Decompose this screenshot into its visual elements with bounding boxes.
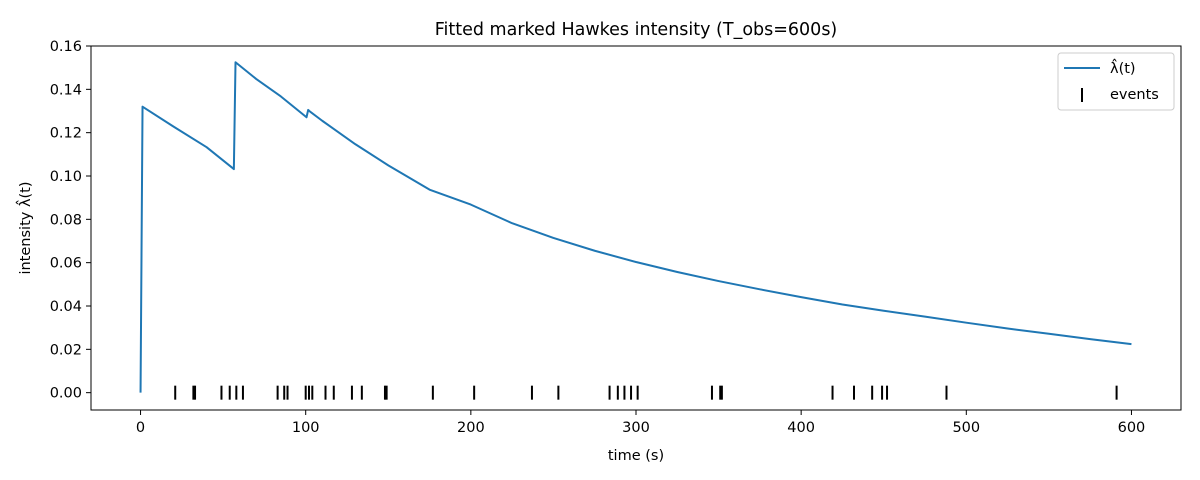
y-axis: 0.00 0.02 0.04 0.06 0.08 0.10 0.12 0.14 0.16: [50, 39, 91, 402]
x-tick-label: 100: [292, 420, 320, 436]
y-tick-label: 0.06: [50, 256, 82, 272]
x-axis-title: time (s): [608, 448, 664, 464]
y-tick-label: 0.12: [50, 126, 82, 142]
x-tick-label: 300: [622, 420, 650, 436]
y-tick-label: 0.14: [50, 82, 82, 98]
legend-label-events: events: [1110, 87, 1159, 103]
y-tick-label: 0.00: [50, 386, 82, 402]
x-tick-label: 200: [457, 420, 485, 436]
chart-title: Fitted marked Hawkes intensity (T_obs=60…: [435, 20, 838, 40]
x-tick-label: 500: [952, 420, 980, 436]
x-tick-label: 400: [787, 420, 815, 436]
x-tick-label: 0: [136, 420, 145, 436]
legend: λ̂(t) events: [1057, 52, 1175, 111]
y-tick-label: 0.02: [50, 342, 82, 358]
y-tick-label: 0.10: [50, 169, 82, 185]
intensity-line: [139, 61, 1132, 393]
y-axis-title: intensity λ̂(t): [15, 181, 34, 274]
legend-label-intensity: λ̂(t): [1110, 58, 1136, 77]
y-tick-label: 0.16: [50, 39, 82, 55]
plot-content: [139, 61, 1132, 400]
y-tick-label: 0.04: [50, 299, 82, 315]
x-tick-label: 600: [1118, 420, 1146, 436]
y-tick-label: 0.08: [50, 212, 82, 228]
x-axis: 0 100 200 300 400 500 600: [136, 410, 1145, 436]
